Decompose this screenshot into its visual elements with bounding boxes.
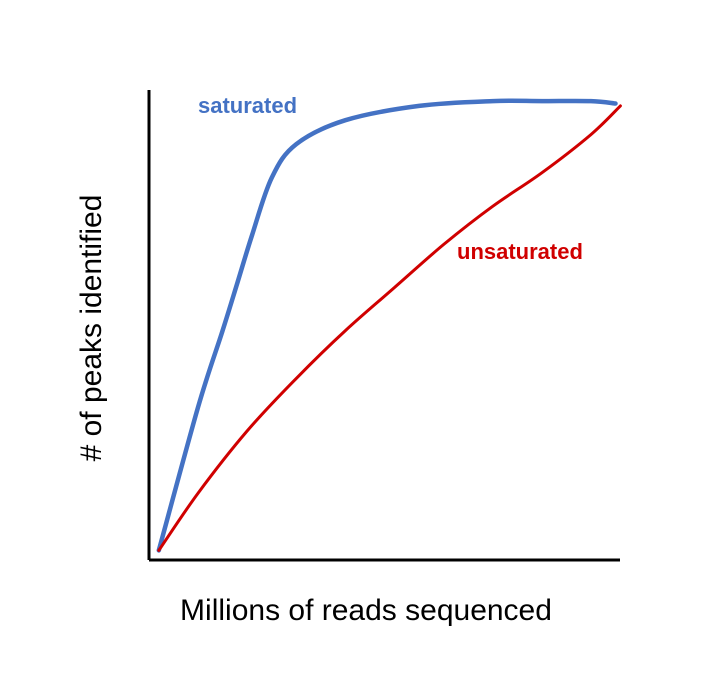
series-label-saturated: saturated bbox=[198, 93, 297, 118]
series-line-unsaturated bbox=[157, 104, 622, 552]
series-line-saturated bbox=[156, 98, 618, 553]
series-group bbox=[156, 98, 622, 553]
series-label-unsaturated: unsaturated bbox=[457, 239, 583, 264]
plot-area bbox=[147, 90, 622, 562]
y-axis-title: # of peaks identified bbox=[75, 195, 108, 462]
x-axis-title: Millions of reads sequenced bbox=[180, 594, 552, 627]
